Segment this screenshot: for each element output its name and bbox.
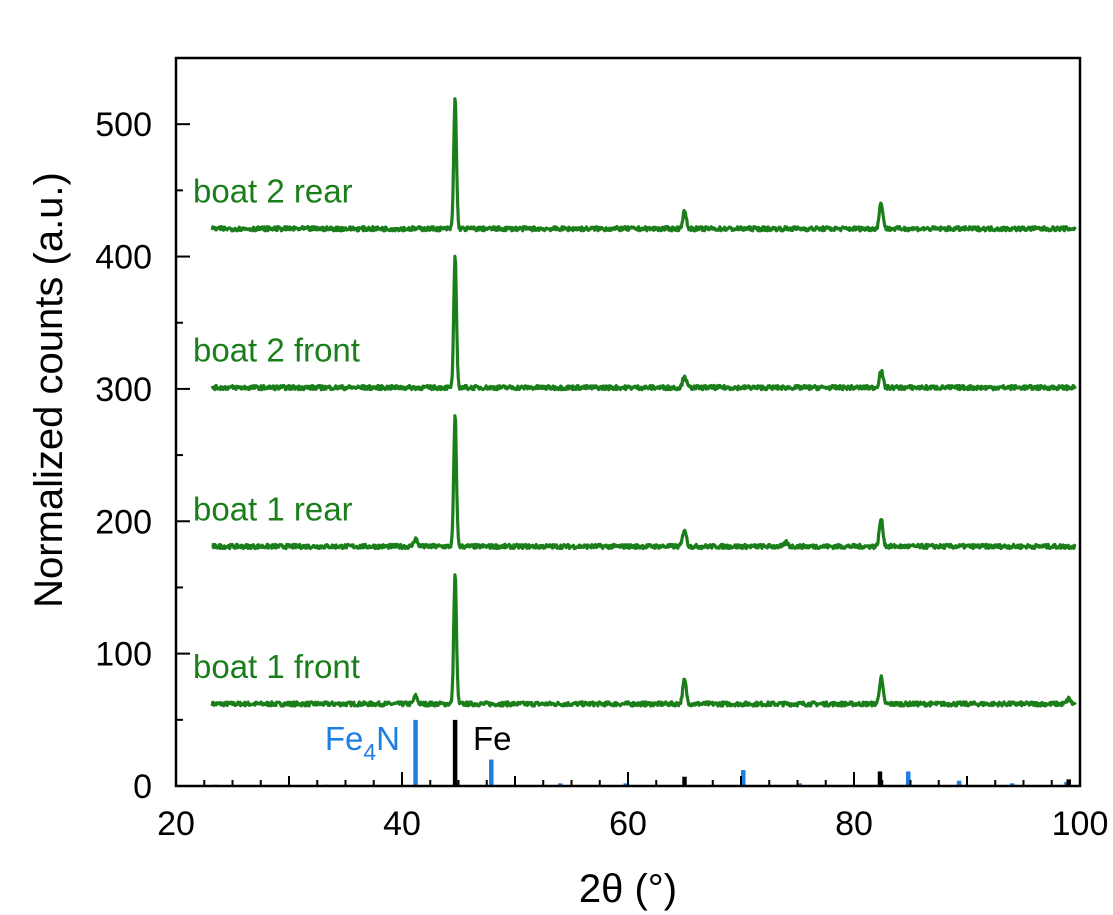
- ref-label-fe4n: Fe4N: [325, 720, 400, 765]
- y-axis-title: Normalized counts (a.u.): [27, 172, 71, 608]
- y-tick-label: 0: [133, 768, 152, 806]
- series-layer: [210, 97, 1077, 708]
- series-line-2: [211, 414, 1077, 551]
- x-tick-label: 60: [609, 805, 647, 843]
- y-tick-label: 500: [95, 106, 152, 144]
- x-tick-label: 40: [383, 805, 421, 843]
- x-tick-label: 100: [1052, 805, 1109, 843]
- y-tick-label: 300: [95, 371, 152, 409]
- ticks-layer: 20 40 60 80 100 0 100 200 300 400 500: [95, 57, 1109, 843]
- labels-layer: boat 1 front boat 1 rear boat 2 front boat …: [193, 173, 512, 765]
- y-tick-label: 100: [95, 636, 152, 674]
- series-label-2: boat 1 rear: [193, 490, 353, 527]
- y-tick-label: 200: [95, 503, 152, 541]
- series-line-3: [210, 254, 1077, 392]
- ref-label-fe: Fe: [473, 720, 512, 757]
- y-tick-label: 400: [95, 239, 152, 277]
- series-line-4: [210, 97, 1077, 233]
- series-label-4: boat 2 rear: [193, 173, 353, 210]
- series-label-3: boat 2 front: [193, 332, 360, 369]
- x-axis-title: 2θ (°): [579, 867, 677, 911]
- x-tick-label: 20: [157, 805, 195, 843]
- x-tick-label: 80: [835, 805, 873, 843]
- series-label-1: boat 1 front: [193, 648, 360, 685]
- series-line-1: [210, 573, 1077, 708]
